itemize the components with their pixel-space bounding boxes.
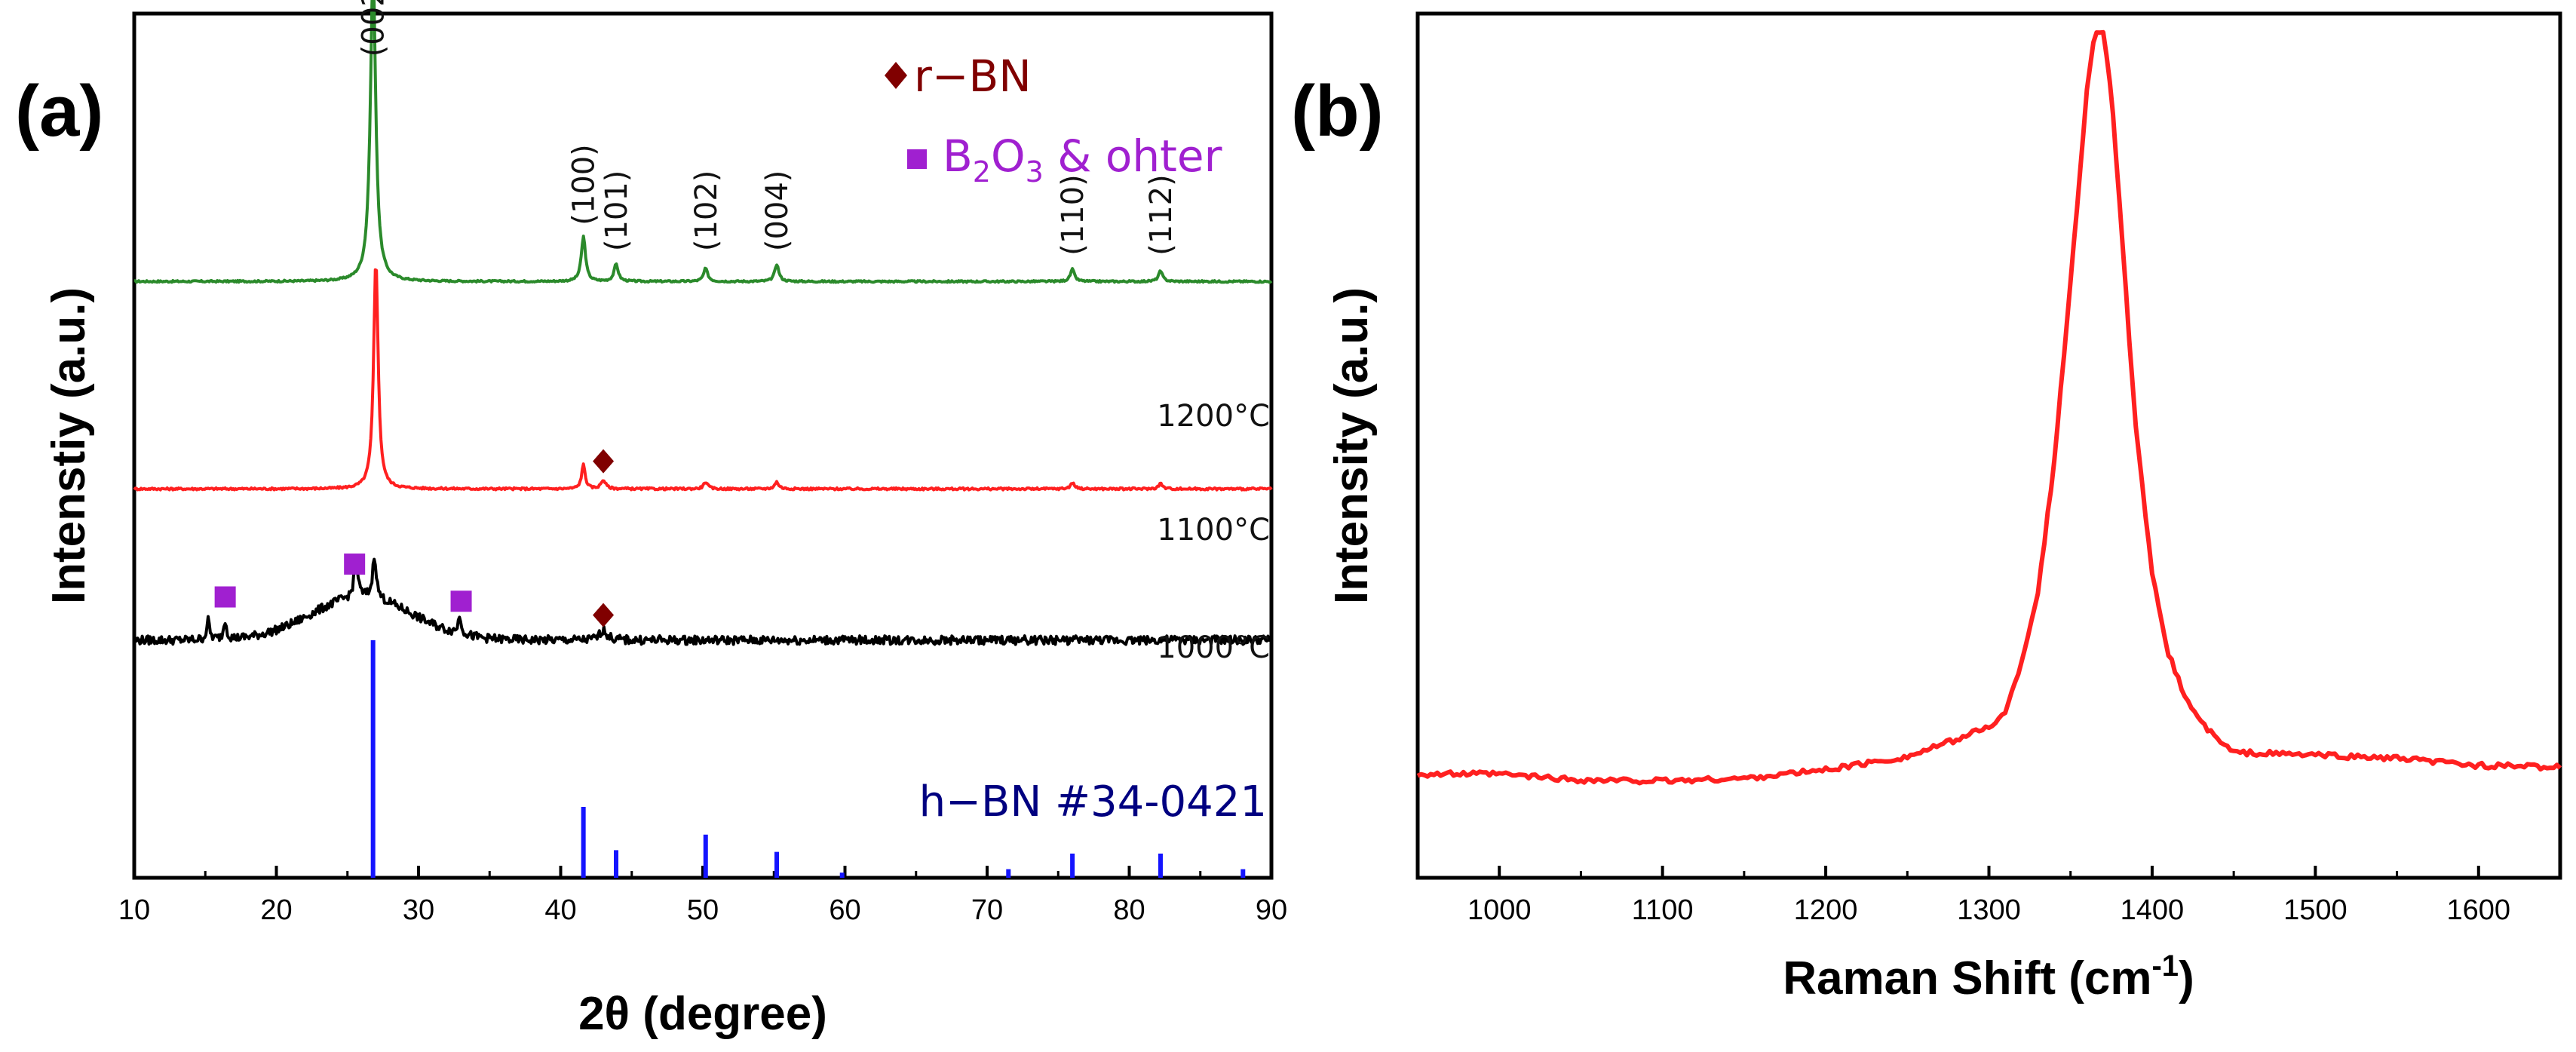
panel-b-x-axis-title: Raman Shift (cm-1) bbox=[1783, 949, 2194, 1004]
legend-b2o3-label: B2O3 & ohter bbox=[943, 130, 1222, 189]
xrd-line-1100 bbox=[133, 268, 1273, 492]
peak-label: (004) bbox=[760, 170, 795, 252]
x-tick-label: 1100 bbox=[1632, 894, 1694, 926]
x-tick-label: 1600 bbox=[2447, 894, 2511, 926]
panel-a-x-ticks: 10 20 30 40 50 60 70 80 90 bbox=[118, 866, 1287, 926]
x-tick-label: 70 bbox=[971, 894, 1003, 926]
peak-label: (101) bbox=[600, 170, 634, 252]
x-tick-label: 40 bbox=[544, 894, 576, 926]
legend-rbn-label: r−BN bbox=[914, 51, 1032, 102]
temp-label-1100: 1100°C bbox=[1157, 513, 1270, 547]
panel-a-y-axis-title: Intenstiy (a.u.) bbox=[43, 287, 95, 604]
panel-a-x-axis-title: 2θ (degree) bbox=[578, 988, 827, 1040]
temp-label-1200: 1200°C bbox=[1157, 399, 1270, 434]
rbn-marker bbox=[593, 603, 615, 627]
peak-label: (102) bbox=[689, 170, 724, 252]
panel-a-plot-area: (002) (100)(101) (102) (004) (110) (112) bbox=[133, 0, 1273, 878]
x-tick-label: 20 bbox=[260, 894, 292, 926]
temp-label-1000: 1000°C bbox=[1157, 630, 1270, 665]
panel-b-frame bbox=[1415, 11, 2562, 880]
x-tick-label: 1500 bbox=[2283, 894, 2348, 926]
panel-b-y-axis-title: Intensity (a.u.) bbox=[1326, 287, 1378, 604]
x-tick-label: 10 bbox=[118, 894, 150, 926]
xrd-line-1000 bbox=[133, 555, 1273, 646]
peak-label: (110) bbox=[1056, 174, 1090, 256]
x-tick-label: 60 bbox=[829, 894, 860, 926]
legend-b2o3-marker bbox=[907, 149, 927, 169]
b2o3-marker bbox=[344, 554, 366, 575]
x-tick-label: 1400 bbox=[2121, 894, 2185, 926]
x-tick-label: 50 bbox=[687, 894, 719, 926]
x-tick-label: 1200 bbox=[1794, 894, 1858, 926]
x-tick-label: 30 bbox=[403, 894, 434, 926]
legend-rbn-marker bbox=[885, 62, 907, 89]
panel-a-legend: r−BN B2O3 & ohter bbox=[885, 51, 1222, 189]
panel-b-x-ticks: 1000 1100 1200 1300 1400 1500 1600 bbox=[1467, 866, 2510, 926]
rbn-marker bbox=[593, 449, 615, 474]
peak-label: (100) bbox=[567, 144, 602, 225]
x-tick-label: 90 bbox=[1256, 894, 1287, 926]
panel-a: (a) 10 20 30 40 50 60 70 80 90 (002) (100)(101) (1… bbox=[15, 0, 1287, 1040]
raman-line bbox=[1416, 29, 2562, 786]
panel-b: (b) 1000 1100 1200 1300 1400 1500 1600 Raman S… bbox=[1291, 11, 2562, 1004]
x-tick-label: 1000 bbox=[1467, 894, 1532, 926]
x-tick-label: 1300 bbox=[1957, 894, 2021, 926]
peak-label: (112) bbox=[1144, 174, 1179, 256]
b2o3-marker bbox=[450, 590, 472, 612]
peak-label: (002) bbox=[357, 0, 391, 57]
panel-b-plot-area bbox=[1416, 29, 2562, 786]
xrd-line-1200 bbox=[133, 0, 1273, 284]
x-tick-label: 80 bbox=[1113, 894, 1145, 926]
panel-b-label: (b) bbox=[1291, 71, 1384, 152]
reference-label: h−BN #34-0421 bbox=[919, 777, 1267, 827]
panel-a-label: (a) bbox=[15, 71, 103, 152]
b2o3-marker bbox=[214, 586, 236, 608]
